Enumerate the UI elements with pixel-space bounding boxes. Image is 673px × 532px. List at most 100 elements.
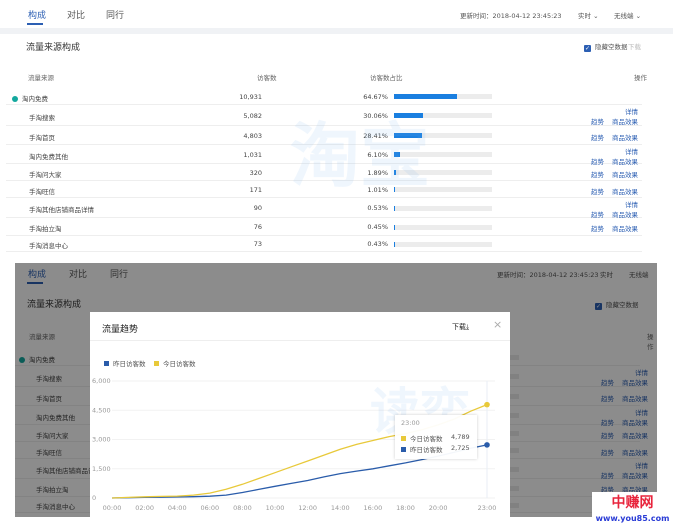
tab-composition[interactable]: 构成	[28, 270, 47, 280]
table-row: 手淘首页 4,803 28.41% 趋势 商品效果	[6, 126, 642, 145]
trend-link[interactable]: 趋势	[601, 486, 614, 494]
table-row: 手淘拍立淘 76 0.45% 趋势 商品效果	[6, 218, 642, 236]
share-percent: 0.53%	[367, 204, 388, 212]
tab-composition[interactable]: 构成	[28, 11, 47, 21]
x-tick-label: 04:00	[168, 504, 187, 512]
checkbox-checked-icon: ✓	[584, 45, 591, 52]
share-bar	[503, 374, 519, 379]
visitor-count: 5,082	[243, 111, 262, 120]
share-bar-fill	[394, 133, 422, 138]
trend-link[interactable]: 趋势	[601, 379, 614, 387]
source-name: 手淘其他店铺商品详情	[29, 206, 94, 214]
col-header-visitors: 访客数	[257, 74, 277, 82]
product-effect-link[interactable]: 商品效果	[612, 158, 638, 166]
legend-item-today[interactable]: 今日访客数	[154, 358, 196, 368]
trend-link[interactable]: 趋势	[591, 170, 604, 179]
share-percent: 64.67%	[363, 92, 388, 101]
collapse-dot-icon[interactable]	[19, 356, 25, 363]
modal-download-button[interactable]: 下载⤓	[452, 322, 469, 332]
share-bar-fill	[394, 205, 395, 211]
download-label: 下载	[452, 323, 466, 331]
trend-link[interactable]: 趋势	[591, 118, 604, 126]
product-effect-link[interactable]: 商品效果	[612, 118, 638, 126]
card-title: 流量来源构成	[26, 43, 81, 53]
download-button[interactable]: 下载	[628, 43, 641, 51]
legend-swatch	[154, 361, 159, 366]
hide-empty-checkbox[interactable]: ✓ 隐藏空数据	[595, 299, 639, 310]
product-effect-link[interactable]: 商品效果	[612, 133, 638, 142]
tab-peers[interactable]: 同行	[106, 11, 125, 21]
collapse-dot-icon[interactable]	[12, 95, 18, 102]
share-percent: 1.01%	[367, 185, 388, 194]
details-link[interactable]: 详情	[635, 409, 648, 417]
trend-link[interactable]: 趋势	[591, 133, 604, 142]
visitor-count: 10,931	[239, 92, 262, 101]
source-name: 手淘其他店铺商品详情	[36, 467, 101, 475]
product-effect-link[interactable]: 商品效果	[612, 170, 638, 179]
share-bar	[394, 205, 492, 211]
trend-link[interactable]: 趋势	[591, 187, 604, 196]
product-effect-link[interactable]: 商品效果	[612, 225, 638, 233]
x-tick-label: 23:00	[478, 504, 497, 512]
trend-link[interactable]: 趋势	[591, 225, 604, 233]
watermark-text: 中赚网	[611, 495, 654, 511]
product-effect-link[interactable]: 商品效果	[622, 379, 648, 387]
chevron-down-icon: ⌄	[593, 12, 599, 20]
share-percent: 30.06%	[363, 111, 388, 120]
product-effect-link[interactable]: 商品效果	[622, 419, 648, 427]
share-bar-fill	[394, 170, 396, 175]
card-title: 流量来源构成	[27, 300, 82, 310]
trend-link[interactable]: 趋势	[601, 448, 614, 457]
chevron-down-icon: ⌄	[635, 12, 642, 20]
table-row: 手淘消息中心 73 0.43%	[6, 236, 642, 252]
hide-empty-checkbox[interactable]: ✓ 隐藏空数据	[584, 41, 628, 52]
tab-compare[interactable]: 对比	[67, 11, 86, 21]
trend-link[interactable]: 趋势	[601, 431, 614, 440]
x-tick-label: 20:00	[429, 504, 448, 512]
tab-compare[interactable]: 对比	[69, 270, 88, 280]
trend-link[interactable]: 趋势	[591, 211, 604, 219]
product-effect-link[interactable]: 商品效果	[622, 486, 648, 494]
visitor-count: 1,031	[243, 150, 262, 159]
trend-link[interactable]: 趋势	[601, 419, 614, 427]
checkbox-checked-icon: ✓	[595, 303, 602, 310]
share-bar	[394, 170, 492, 175]
details-link[interactable]: 详情	[625, 148, 638, 156]
device-select[interactable]: 无线端	[629, 271, 649, 279]
trend-link[interactable]: 趋势	[591, 158, 604, 166]
legend-swatch	[104, 361, 109, 366]
device-select[interactable]: 无线端 ⌄	[614, 10, 641, 20]
product-effect-link[interactable]: 商品效果	[622, 448, 648, 457]
col-header-actions: 操作	[634, 74, 647, 82]
period-select[interactable]: 实时 ⌄	[578, 10, 599, 20]
period-select[interactable]: 实时	[600, 271, 613, 279]
details-link[interactable]: 详情	[635, 462, 648, 470]
trend-link[interactable]: 趋势	[601, 394, 614, 403]
x-tick-label: 10:00	[266, 504, 285, 512]
source-name: 淘内免费其他	[36, 413, 75, 422]
details-link[interactable]: 详情	[635, 369, 648, 377]
details-link[interactable]: 详情	[625, 201, 638, 209]
legend-item-yesterday[interactable]: 昨日访客数	[104, 358, 146, 368]
period-value: 实时	[578, 12, 591, 20]
product-effect-link[interactable]: 商品效果	[612, 211, 638, 219]
share-bar	[503, 502, 519, 508]
series-point	[484, 401, 490, 408]
hide-empty-label: 隐藏空数据	[595, 43, 628, 51]
close-icon[interactable]: ×	[493, 318, 503, 331]
table-row: 手淘其他店铺商品详情 90 0.53% 详情 趋势 商品效果	[6, 198, 642, 219]
tab-peers[interactable]: 同行	[110, 270, 129, 280]
site-watermark: 中赚网 www.you85.com	[592, 492, 673, 532]
product-effect-link[interactable]: 商品效果	[622, 394, 648, 403]
share-bar	[503, 394, 519, 399]
trend-link[interactable]: 趋势	[601, 472, 614, 480]
product-effect-link[interactable]: 商品效果	[622, 431, 648, 440]
product-effect-link[interactable]: 商品效果	[622, 472, 648, 480]
details-link[interactable]: 详情	[625, 108, 638, 116]
col-header-source: 流量来源	[28, 74, 54, 82]
share-bar	[394, 113, 492, 118]
share-bar	[503, 448, 519, 453]
product-effect-link[interactable]: 商品效果	[612, 187, 638, 196]
source-name: 淘内免费	[19, 354, 55, 364]
source-name: 手淘首页	[36, 394, 62, 403]
